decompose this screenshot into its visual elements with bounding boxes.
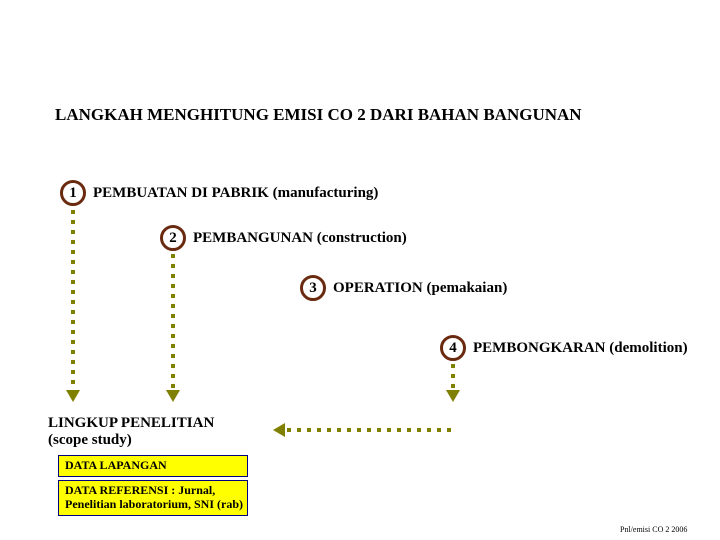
step-label-1: PEMBUATAN DI PABRIK (manufacturing)	[93, 185, 378, 202]
step-circle-3: 3	[300, 275, 326, 301]
step-circle-2: 2	[160, 225, 186, 251]
step-circle-1: 1	[60, 180, 86, 206]
scope-label: LINGKUP PENELITIAN(scope study)	[48, 415, 214, 449]
page-title: LANGKAH MENGHITUNG EMISI CO 2 DARI BAHAN…	[55, 105, 582, 125]
footer-note: Pnl/emisi CO 2 2006	[620, 525, 687, 534]
step-label-2: PEMBANGUNAN (construction)	[193, 230, 407, 247]
data-box-1: DATA LAPANGAN	[58, 455, 248, 477]
data-box-2: DATA REFERENSI : Jurnal,Penelitian labor…	[58, 480, 248, 516]
step-circle-4: 4	[440, 335, 466, 361]
step-label-4: PEMBONGKARAN (demolition)	[473, 340, 688, 357]
step-label-3: OPERATION (pemakaian)	[333, 280, 507, 297]
